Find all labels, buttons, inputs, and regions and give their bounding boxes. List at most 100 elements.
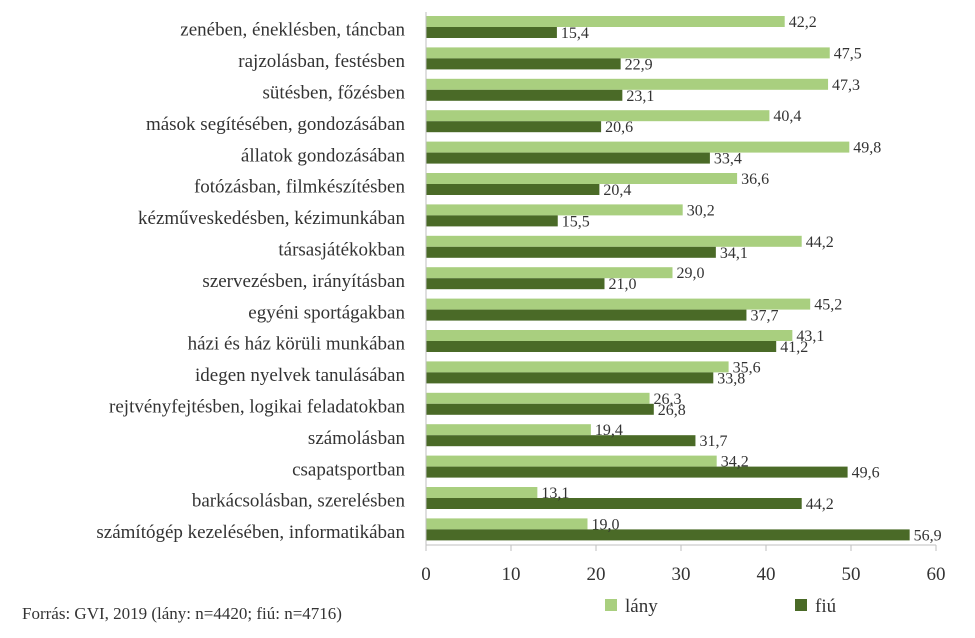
category-label: házi és ház körüli munkában xyxy=(188,334,406,355)
category-label: állatok gondozásában xyxy=(241,145,406,166)
data-label: 56,9 xyxy=(914,527,942,544)
bar-lany xyxy=(426,173,738,184)
bar-lany xyxy=(426,298,811,310)
source-note: Forrás: GVI, 2019 (lány: n=4420; fiú: n=… xyxy=(22,604,342,623)
data-label: 45,2 xyxy=(814,297,842,314)
x-tick-label: 40 xyxy=(757,564,776,585)
bar-fiu xyxy=(426,58,621,70)
data-label: 47,3 xyxy=(832,77,860,94)
category-label: kézműveskedésben, kézimunkában xyxy=(138,208,405,229)
bar-fiu xyxy=(426,152,710,164)
category-labels: zenében, éneklésben, táncban rajzolásban,… xyxy=(96,20,405,543)
bar-lany xyxy=(426,455,717,467)
category-label: fotózásban, filmkészítésben xyxy=(194,177,406,198)
bar-fiu xyxy=(426,121,602,133)
bar-fiu xyxy=(426,27,557,38)
data-label: 19,0 xyxy=(592,516,620,533)
x-tick-label: 60 xyxy=(927,564,946,585)
data-label: 22,9 xyxy=(625,56,653,73)
bar-lany xyxy=(426,424,591,436)
category-label: társasjátékokban xyxy=(278,240,405,261)
legend: lány fiú xyxy=(605,596,837,617)
category-label: sütésben, főzésben xyxy=(263,83,406,104)
bar-lany xyxy=(426,267,673,279)
data-label: 33,8 xyxy=(717,370,745,387)
data-label: 35,6 xyxy=(733,359,761,376)
data-label: 30,2 xyxy=(687,202,715,219)
bar-lany xyxy=(426,518,588,530)
bar-fiu xyxy=(426,278,605,290)
bar-fiu xyxy=(426,341,777,352)
bar-fiu xyxy=(426,498,802,509)
data-label: 37,7 xyxy=(750,308,778,325)
category-label: rajzolásban, festésben xyxy=(238,51,405,72)
category-label: szervezésben, irányításban xyxy=(202,271,405,292)
data-label: 49,6 xyxy=(852,465,880,482)
category-label: csapatsportban xyxy=(292,459,405,480)
category-label: idegen nyelvek tanulásában xyxy=(195,365,405,386)
bar-fiu xyxy=(426,309,747,321)
data-label: 20,6 xyxy=(605,119,633,136)
bars-group xyxy=(426,16,910,541)
data-label: 15,5 xyxy=(562,213,590,230)
data-label: 40,4 xyxy=(773,108,801,125)
category-label: mások segítésében, gondozásában xyxy=(146,114,406,135)
bar-fiu xyxy=(426,466,848,478)
bar-fiu xyxy=(426,246,716,258)
data-label: 36,6 xyxy=(741,171,769,188)
category-label: egyéni sportágakban xyxy=(248,302,405,323)
data-label: 49,8 xyxy=(853,140,881,157)
legend-label-fiu: fiú xyxy=(815,596,837,617)
bar-lany xyxy=(426,141,850,153)
data-label: 47,5 xyxy=(834,45,862,62)
legend-swatch-lany xyxy=(605,599,617,611)
data-label: 21,0 xyxy=(609,276,637,293)
bar-lany xyxy=(426,110,770,122)
data-label: 13,1 xyxy=(541,485,569,502)
x-tick-label: 0 xyxy=(421,564,431,585)
bar-fiu xyxy=(426,403,654,415)
value-labels: 42,2 15,4 47,5 22,9 47,3 23,1 40,4 20,6 49,8 33,4… xyxy=(541,14,941,544)
bar-lany xyxy=(426,204,683,216)
data-label: 19,4 xyxy=(595,422,623,439)
data-label: 43,1 xyxy=(796,328,824,345)
bar-fiu xyxy=(426,529,910,541)
bar-lany xyxy=(426,392,650,404)
category-label: számolásban xyxy=(308,428,406,449)
legend-label-lany: lány xyxy=(625,596,658,617)
data-label: 15,4 xyxy=(561,25,589,42)
bar-lany xyxy=(426,361,729,373)
x-tick-label: 20 xyxy=(587,564,606,585)
category-label: zenében, éneklésben, táncban xyxy=(180,20,405,41)
bar-lany xyxy=(426,487,538,498)
category-label: rejtvényfejtésben, logikai feladatokban xyxy=(109,397,405,418)
x-tick-label: 10 xyxy=(502,564,521,585)
x-tick-label: 30 xyxy=(672,564,691,585)
data-label: 44,2 xyxy=(806,496,834,513)
bar-lany xyxy=(426,16,785,27)
x-axis: 0 10 20 30 40 50 60 xyxy=(421,12,946,585)
bar-fiu xyxy=(426,184,600,195)
data-label: 23,1 xyxy=(626,88,654,105)
data-label: 44,2 xyxy=(806,234,834,251)
bar-fiu xyxy=(426,435,696,447)
bar-fiu xyxy=(426,215,558,227)
bar-lany xyxy=(426,330,793,341)
data-label: 26,3 xyxy=(654,391,682,408)
data-label: 34,1 xyxy=(720,245,748,262)
category-label: barkácsolásban, szerelésben xyxy=(192,491,406,512)
bar-lany xyxy=(426,78,829,90)
data-label: 29,0 xyxy=(677,265,705,282)
data-label: 20,4 xyxy=(603,182,631,199)
data-label: 42,2 xyxy=(789,14,817,31)
data-label: 33,4 xyxy=(714,151,742,168)
x-tick-label: 50 xyxy=(842,564,861,585)
legend-swatch-fiu xyxy=(795,599,807,611)
data-label: 26,8 xyxy=(658,402,686,419)
bar-fiu xyxy=(426,89,623,101)
data-label: 41,2 xyxy=(780,339,808,356)
bar-fiu xyxy=(426,372,714,384)
category-label: számítógép kezelésében, informatikában xyxy=(96,522,405,543)
